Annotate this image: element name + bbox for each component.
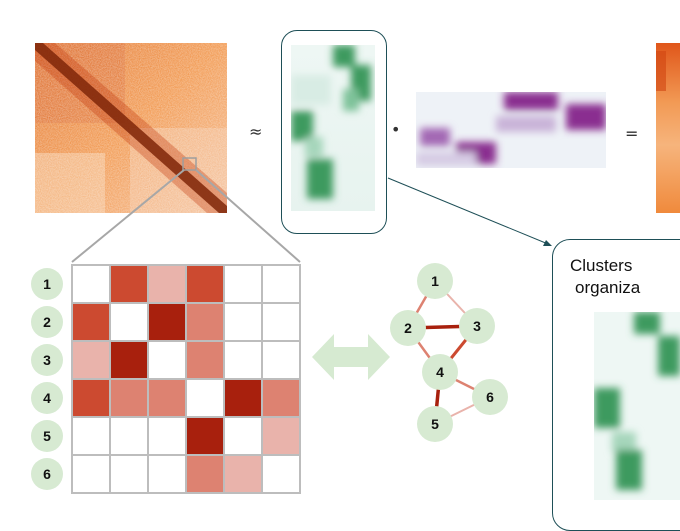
- matrix-cell: [223, 302, 263, 342]
- dot-operator: •: [391, 120, 401, 139]
- w-factor-matrix: [291, 45, 375, 211]
- svg-text:5: 5: [43, 428, 51, 444]
- matrix-cell: [109, 454, 149, 494]
- graph-node: 4: [422, 354, 458, 390]
- matrix-cell: [261, 378, 301, 418]
- graph-node: 1: [417, 263, 453, 299]
- matrix-cell: [109, 416, 149, 456]
- zoom-box: [182, 157, 197, 171]
- zoom-lines: [71, 169, 552, 263]
- graph-node: 3: [459, 308, 495, 344]
- svg-text:4: 4: [436, 364, 444, 380]
- svg-text:5: 5: [431, 416, 439, 432]
- svg-text:3: 3: [43, 352, 51, 368]
- matrix-cell: [185, 454, 225, 494]
- svg-text:4: 4: [43, 390, 51, 406]
- matrix-cell: [261, 416, 301, 456]
- matrix-cell: [147, 416, 187, 456]
- matrix-cell: [109, 302, 149, 342]
- matrix-cell: [223, 378, 263, 418]
- matrix-cell: [261, 340, 301, 380]
- matrix-cell: [147, 378, 187, 418]
- network-graph: 1 2 3 4 6 5: [390, 263, 508, 442]
- svg-text:1: 1: [43, 276, 51, 292]
- matrix-cell: [109, 264, 149, 304]
- row-label: 4: [31, 382, 63, 414]
- matrix-cell: [223, 454, 263, 494]
- matrix-cell: [147, 340, 187, 380]
- h-factor-matrix: [416, 92, 606, 168]
- matrix-cell: [261, 302, 301, 342]
- matrix-cell: [71, 340, 111, 380]
- equals-operator: =: [625, 124, 639, 143]
- matrix-cell: [71, 264, 111, 304]
- matrix-cell: [147, 264, 187, 304]
- matrix-cell: [185, 264, 225, 304]
- clusters-title-line2: organiza: [575, 278, 641, 297]
- double-arrow-icon: [312, 334, 390, 380]
- svg-text:6: 6: [43, 466, 51, 482]
- graph-node: 2: [390, 310, 426, 346]
- row-label: 5: [31, 420, 63, 452]
- matrix-cell: [147, 302, 187, 342]
- svg-text:3: 3: [473, 318, 481, 334]
- graph-node: 6: [472, 379, 508, 415]
- matrix-cell: [261, 264, 301, 304]
- hic-contact-map: [35, 43, 227, 213]
- matrix-cell: [223, 264, 263, 304]
- approx-operator: ≈: [249, 122, 263, 141]
- reconstructed-map: [656, 43, 680, 213]
- matrix-cell: [185, 416, 225, 456]
- clusters-title: Clusters organiza: [570, 255, 680, 299]
- row-label: 1: [31, 268, 63, 300]
- matrix-cell: [71, 378, 111, 418]
- matrix-cell: [71, 416, 111, 456]
- matrix-cell: [109, 378, 149, 418]
- matrix-cell: [223, 340, 263, 380]
- row-label: 2: [31, 306, 63, 338]
- matrix-cell: [223, 416, 263, 456]
- clusters-factor-matrix: [594, 312, 680, 500]
- matrix-cell: [71, 454, 111, 494]
- svg-text:1: 1: [431, 273, 439, 289]
- matrix-cell: [185, 302, 225, 342]
- matrix-cell: [147, 454, 187, 494]
- svg-text:2: 2: [43, 314, 51, 330]
- row-label: 6: [31, 458, 63, 490]
- row-label: 3: [31, 344, 63, 376]
- matrix-cell: [109, 340, 149, 380]
- graph-node: 5: [417, 406, 453, 442]
- svg-text:6: 6: [486, 389, 494, 405]
- matrix-cell: [71, 302, 111, 342]
- matrix-cell: [261, 454, 301, 494]
- svg-text:2: 2: [404, 320, 412, 336]
- matrix-cell: [185, 340, 225, 380]
- matrix-cell: [185, 378, 225, 418]
- clusters-title-line1: Clusters: [570, 256, 633, 275]
